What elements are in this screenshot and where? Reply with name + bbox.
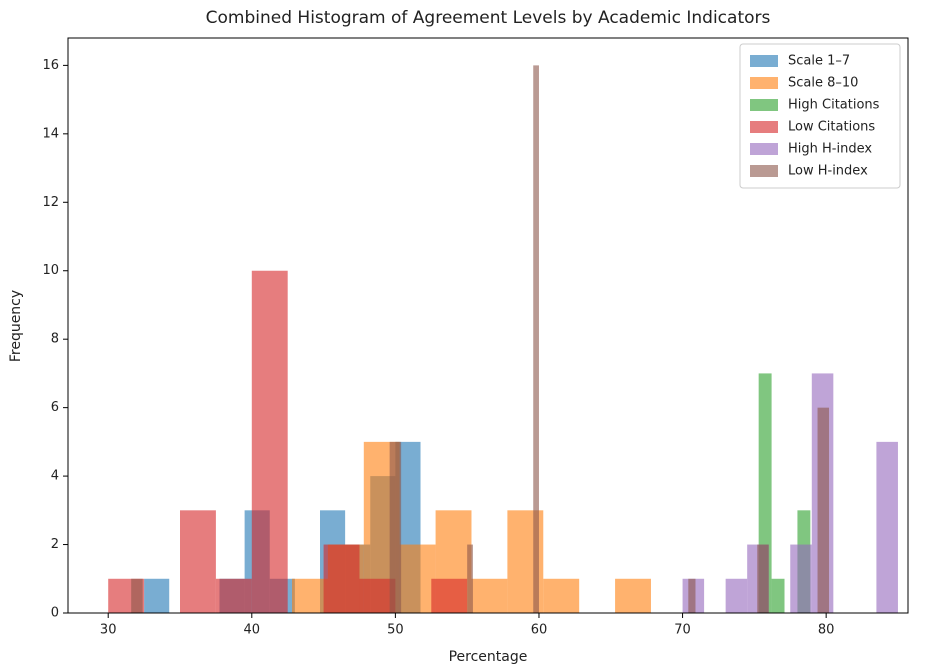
histogram-bar — [292, 578, 328, 613]
histogram-bar — [688, 578, 696, 613]
legend-swatch — [750, 121, 778, 133]
histogram-bar — [431, 578, 468, 613]
legend-label: Low Citations — [788, 120, 875, 135]
y-axis-label: Frequency — [8, 290, 24, 362]
y-tick-label: 16 — [42, 58, 59, 73]
histogram-bar — [876, 441, 898, 613]
histogram-bar — [215, 578, 252, 613]
histogram-bar — [131, 578, 143, 613]
histogram-bar — [323, 544, 360, 613]
x-tick-label: 50 — [387, 623, 404, 638]
histogram-bar — [389, 441, 402, 613]
histogram-bar — [399, 544, 436, 613]
histogram-bar — [615, 578, 651, 613]
y-tick-label: 14 — [42, 126, 59, 141]
legend-swatch — [750, 77, 778, 89]
histogram-bar — [817, 407, 830, 613]
legend-swatch — [750, 143, 778, 155]
x-tick-label: 30 — [100, 623, 117, 638]
legend-label: High H-index — [788, 142, 872, 157]
y-tick-label: 12 — [42, 195, 59, 210]
y-tick-label: 8 — [51, 332, 59, 347]
legend-label: Low H-index — [788, 164, 868, 179]
histogram-bar — [471, 578, 508, 613]
legend-swatch — [750, 165, 778, 177]
histogram-bar — [725, 578, 748, 613]
histogram-bar — [467, 544, 473, 613]
y-tick-label: 0 — [51, 606, 59, 621]
histogram-bar — [180, 510, 216, 613]
legend-swatch — [750, 55, 778, 67]
histogram-bar — [543, 578, 580, 613]
histogram-bar — [771, 578, 785, 613]
y-tick-label: 4 — [51, 469, 59, 484]
histogram-bar — [757, 544, 769, 613]
legend-box — [739, 43, 901, 189]
y-tick-label: 2 — [51, 537, 59, 552]
histogram-bar — [359, 578, 396, 613]
histogram-bar — [144, 578, 170, 613]
y-tick-label: 6 — [51, 400, 59, 415]
y-tick-label: 10 — [42, 263, 59, 278]
legend-label: Scale 8–10 — [788, 76, 858, 91]
x-tick-label: 60 — [531, 623, 548, 638]
plot-frame — [67, 37, 909, 614]
histogram-bar — [790, 544, 812, 613]
histogram-bar — [533, 65, 539, 613]
chart-title: Combined Histogram of Agreement Levels b… — [206, 8, 771, 28]
histogram-bar — [251, 270, 288, 613]
x-tick-label: 40 — [244, 623, 261, 638]
x-axis-label: Percentage — [449, 649, 528, 665]
x-tick-label: 70 — [674, 623, 691, 638]
legend-label: Scale 1–7 — [788, 54, 850, 69]
x-tick-label: 80 — [818, 623, 835, 638]
legend-swatch — [750, 99, 778, 111]
legend-label: High Citations — [788, 98, 880, 113]
